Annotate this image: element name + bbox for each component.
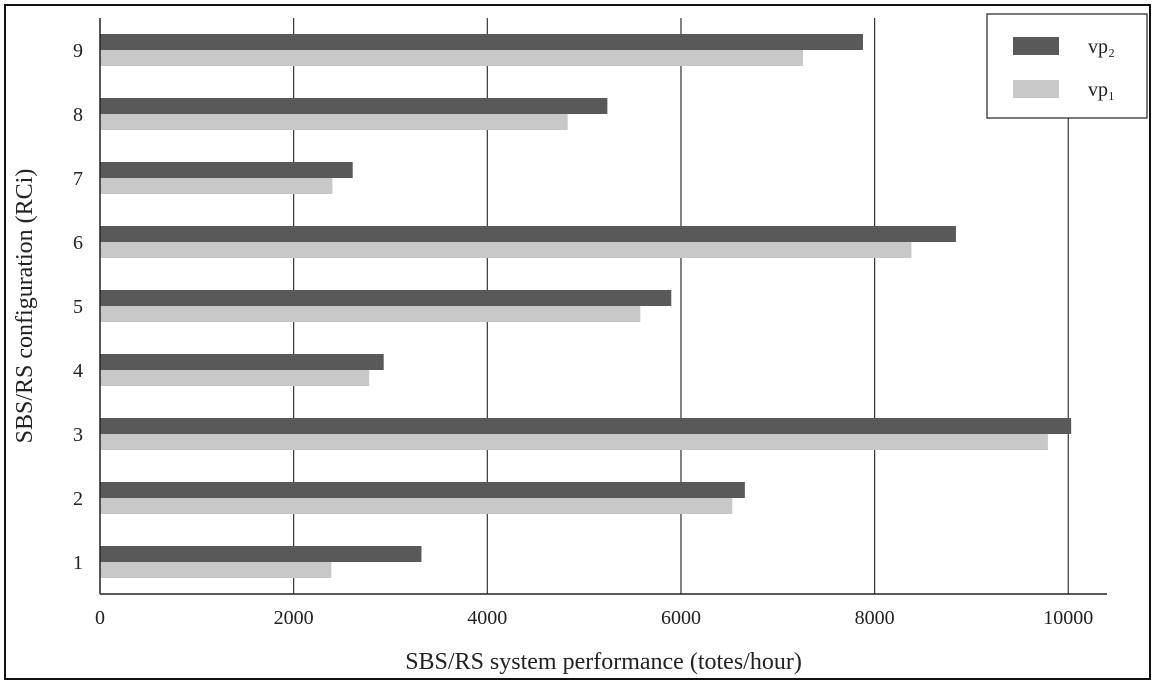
y-tick-label-9: 9 [73, 40, 83, 62]
y-tick-label-7: 7 [73, 168, 83, 190]
y-tick-labels: 1 2 3 4 5 6 7 8 9 [73, 40, 83, 574]
y-tick-label-5: 5 [73, 296, 83, 318]
bar-vp2-config-9 [100, 34, 863, 50]
bar-vp1-config-1 [100, 562, 332, 578]
x-axis-label: SBS/RS system performance (totes/hour) [405, 649, 802, 675]
bar-vp2-config-5 [100, 290, 672, 306]
bar-vp1-config-5 [100, 306, 641, 322]
y-tick-label-3: 3 [73, 424, 83, 446]
legend-swatch-vp2 [1013, 37, 1059, 55]
x-tick-label-6000: 6000 [661, 607, 701, 629]
bar-vp2-config-1 [100, 546, 422, 562]
y-tick-label-2: 2 [73, 488, 83, 510]
x-tick-label-8000: 8000 [855, 607, 895, 629]
y-tick-label-8: 8 [73, 104, 83, 126]
bar-vp1-config-6 [100, 242, 912, 258]
bar-vp1-config-4 [100, 370, 370, 386]
x-tick-label-4000: 4000 [467, 607, 507, 629]
bars [100, 34, 1072, 578]
x-tick-label-2000: 2000 [274, 607, 314, 629]
bar-vp1-config-2 [100, 498, 733, 514]
bar-vp2-config-2 [100, 482, 745, 498]
bar-vp1-config-9 [100, 50, 803, 66]
bar-vp2-config-6 [100, 226, 956, 242]
x-tick-label-0: 0 [95, 607, 105, 629]
legend: vp₂ vp₁ [986, 13, 1148, 119]
y-tick-label-4: 4 [73, 360, 83, 382]
bar-vp1-config-7 [100, 178, 333, 194]
bar-vp2-config-8 [100, 98, 608, 114]
bar-vp1-config-3 [100, 434, 1048, 450]
y-axis-label: SBS/RS configuration (RCi) [12, 169, 38, 444]
bar-vp2-config-7 [100, 162, 353, 178]
y-tick-label-6: 6 [73, 232, 83, 254]
legend-label-vp1: vp₁ [1088, 79, 1115, 101]
bar-vp2-config-3 [100, 418, 1072, 434]
legend-label-vp2: vp₂ [1088, 36, 1115, 58]
y-tick-label-1: 1 [73, 552, 83, 574]
legend-swatch-vp1 [1013, 80, 1059, 98]
legend-box [986, 13, 1148, 119]
x-tick-labels: 0 2000 4000 6000 8000 10000 [95, 607, 1093, 629]
x-tick-label-10000: 10000 [1043, 607, 1093, 629]
bar-vp2-config-4 [100, 354, 384, 370]
bar-vp1-config-8 [100, 114, 568, 130]
